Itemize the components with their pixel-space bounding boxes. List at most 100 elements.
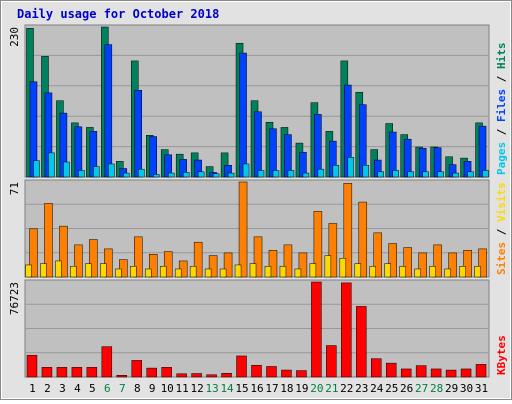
bar-kbytes — [56, 367, 68, 378]
bar-pages — [167, 172, 175, 178]
series-legend-kbytes: KBytes — [495, 335, 508, 375]
bar-visits — [279, 266, 287, 278]
legend-entry-sites: Sites — [495, 242, 508, 275]
bar-kbytes — [161, 367, 172, 378]
bar-sites — [403, 247, 412, 278]
bar-files — [134, 90, 143, 178]
bar-visits — [189, 266, 197, 278]
bar-sites — [343, 183, 353, 278]
bar-kbytes — [356, 306, 367, 378]
bar-files — [478, 125, 487, 178]
x-tick-label: 17 — [265, 382, 278, 395]
bar-kbytes — [371, 358, 382, 378]
x-tick-label: 29 — [445, 382, 458, 395]
bar-sites — [29, 228, 38, 278]
legend-entry-visits: Visits — [495, 182, 508, 222]
bar-kbytes — [146, 367, 157, 378]
series-legend-hits-files-pages: Pages / Files / Hits — [495, 43, 508, 176]
x-tick-label: 31 — [475, 382, 488, 395]
bar-pages — [467, 171, 474, 178]
x-tick-label: 24 — [370, 382, 384, 395]
bar-visits — [70, 266, 77, 278]
bar-files — [149, 136, 157, 178]
bar-kbytes — [341, 282, 352, 378]
x-tick-label: 30 — [460, 382, 473, 395]
bar-kbytes — [86, 367, 98, 378]
x-tick-label: 21 — [325, 382, 338, 395]
bar-sites — [448, 252, 457, 278]
bar-kbytes — [400, 368, 412, 378]
bar-visits — [85, 263, 92, 278]
bar-pages — [227, 172, 235, 178]
bar-visits — [144, 268, 152, 278]
x-tick-label: 18 — [280, 382, 293, 395]
bar-sites — [163, 251, 173, 278]
bar-sites — [223, 252, 233, 278]
bar-pages — [317, 168, 325, 178]
bar-visits — [249, 263, 257, 278]
bar-sites — [253, 236, 263, 278]
bar-visits — [369, 266, 377, 278]
legend-entry-pages: Pages — [495, 142, 508, 175]
bar-visits — [444, 268, 451, 278]
bar-visits — [55, 260, 62, 278]
bar-sites — [478, 248, 487, 278]
bar-visits — [384, 263, 391, 278]
x-tick-label: 8 — [134, 382, 141, 395]
bar-pages — [377, 171, 385, 178]
bar-kbytes — [176, 373, 187, 378]
bar-visits — [25, 264, 32, 278]
bar-sites — [463, 249, 472, 278]
bar-kbytes — [415, 365, 427, 378]
legend-entry-files: Files — [495, 89, 508, 122]
x-tick-label: 3 — [59, 382, 66, 395]
bar-visits — [309, 263, 317, 278]
bar-visits — [399, 266, 406, 278]
bar-visits — [115, 268, 122, 278]
x-tick-label: 28 — [430, 382, 443, 395]
bar-visits — [219, 268, 227, 278]
bar-pages — [482, 170, 489, 178]
bar-visits — [100, 263, 107, 278]
legend-separator: / — [495, 69, 508, 89]
bar-pages — [48, 152, 55, 178]
bar-sites — [283, 244, 293, 278]
bar-files — [104, 44, 113, 178]
x-tick-label: 2 — [44, 382, 51, 395]
bar-pages — [63, 161, 70, 178]
bar-visits — [159, 266, 167, 278]
bar-pages — [182, 172, 190, 178]
x-tick-label: 5 — [89, 382, 96, 395]
bar-sites — [134, 236, 143, 278]
bar-kbytes — [430, 368, 442, 378]
x-tick-label: 16 — [250, 382, 263, 395]
bar-sites — [208, 255, 218, 278]
bar-sites — [268, 249, 278, 278]
bar-kbytes — [445, 369, 457, 378]
bar-pages — [93, 166, 100, 178]
bar-sites — [74, 244, 83, 278]
bar-sites — [119, 259, 128, 278]
x-tick-label: 6 — [104, 382, 111, 395]
x-tick-label: 15 — [235, 382, 248, 395]
bar-sites — [313, 211, 323, 278]
x-tick-label: 9 — [149, 382, 156, 395]
bar-kbytes — [131, 360, 142, 378]
bar-kbytes — [101, 346, 113, 378]
bar-pages — [197, 171, 205, 178]
bar-visits — [339, 258, 347, 278]
bar-sites — [238, 181, 248, 278]
bar-kbytes — [41, 367, 53, 378]
x-tick-label: 23 — [355, 382, 368, 395]
bar-pages — [123, 172, 130, 178]
bar-kbytes — [116, 375, 128, 378]
x-tick-label: 12 — [191, 382, 204, 395]
x-tick-label: 7 — [119, 382, 126, 395]
bar-visits — [324, 255, 332, 278]
bar-pages — [212, 173, 220, 178]
bar-kbytes — [206, 374, 217, 378]
bar-files — [74, 126, 83, 178]
bar-kbytes — [191, 373, 202, 378]
